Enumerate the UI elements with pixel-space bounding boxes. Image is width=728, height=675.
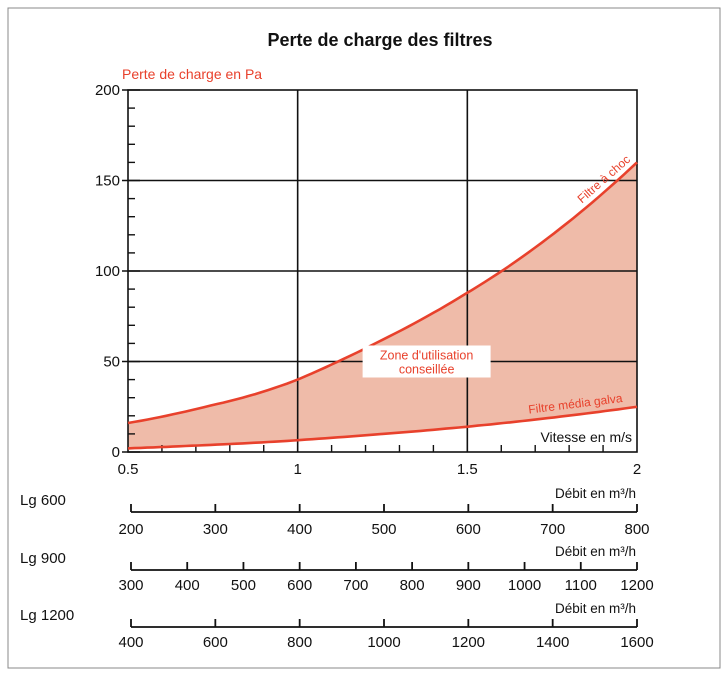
x-tick-label: 2	[633, 461, 641, 478]
x-tick-label: 0.5	[118, 461, 139, 478]
x-axis-label: Vitesse en m/s	[540, 429, 632, 445]
flow-scale-tick-label: 900	[456, 577, 481, 594]
y-tick-label: 150	[95, 173, 120, 190]
zone-label-line-2: conseillée	[399, 363, 455, 377]
flow-scale-tick-label: 600	[456, 521, 481, 538]
flow-scale-tick-label: 600	[287, 577, 312, 594]
flow-scale-tick-label: 300	[118, 577, 143, 594]
flow-scale-tick-label: 500	[231, 577, 256, 594]
flow-scale-tick-label: 1100	[565, 577, 597, 594]
flow-scale-unit-lg-900: Débit en m³/h	[555, 544, 636, 559]
chart-title: Perte de charge des filtres	[267, 30, 492, 50]
flow-scale-tick-label: 1000	[508, 577, 541, 594]
series-line-filtre-media-galva	[127, 405, 638, 450]
recommended-zone-area	[128, 162, 637, 449]
flow-scale-tick-label: 300	[203, 521, 228, 538]
flow-scale-tick-label: 800	[400, 577, 425, 594]
flow-scale-tick-label: 200	[118, 521, 143, 538]
flow-scale-tick-label: 600	[203, 634, 228, 651]
flow-scale-tick-label: 1400	[536, 634, 569, 651]
flow-scale-unit-lg-1200: Débit en m³/h	[555, 601, 636, 616]
flow-scale-tick-label: 1200	[620, 577, 653, 594]
flow-scale-tick-label: 1200	[452, 634, 485, 651]
flow-scale-tick-label: 400	[287, 521, 312, 538]
zone-label-line-1: Zone d'utilisation	[380, 349, 473, 363]
y-axis-label: Perte de charge en Pa	[122, 66, 262, 82]
flow-scale-tick-label: 800	[624, 521, 649, 538]
flow-scale-unit-lg-600: Débit en m³/h	[555, 486, 636, 501]
flow-scale-label-lg-1200: Lg 1200	[20, 607, 74, 624]
flow-scale-tick-label: 700	[343, 577, 368, 594]
y-tick-label: 100	[95, 263, 120, 280]
flow-scale-tick-label: 800	[287, 634, 312, 651]
flow-scale-tick-label: 1600	[620, 634, 653, 651]
flow-scale-tick-label: 500	[371, 521, 396, 538]
flow-scales: Lg 600 Débit en m³/h 200 300 400 500 600 700 800…	[20, 486, 654, 651]
flow-scale-tick-label: 700	[540, 521, 565, 538]
y-tick-label: 200	[95, 82, 120, 99]
flow-scale-label-lg-900: Lg 900	[20, 550, 66, 567]
x-tick-label: 1	[293, 461, 301, 478]
flow-scale-label-lg-600: Lg 600	[20, 492, 66, 509]
zone-label-box	[362, 345, 491, 378]
y-tick-label: 50	[103, 354, 120, 371]
x-tick-label: 1.5	[457, 461, 478, 478]
y-tick-label: 0	[112, 444, 120, 461]
series-line-filtre-a-choc	[127, 161, 638, 425]
flow-scale-tick-label: 1000	[367, 634, 400, 651]
flow-scale-tick-label: 400	[118, 634, 143, 651]
flow-scale-tick-label: 400	[175, 577, 200, 594]
figure-frame	[7, 7, 721, 669]
